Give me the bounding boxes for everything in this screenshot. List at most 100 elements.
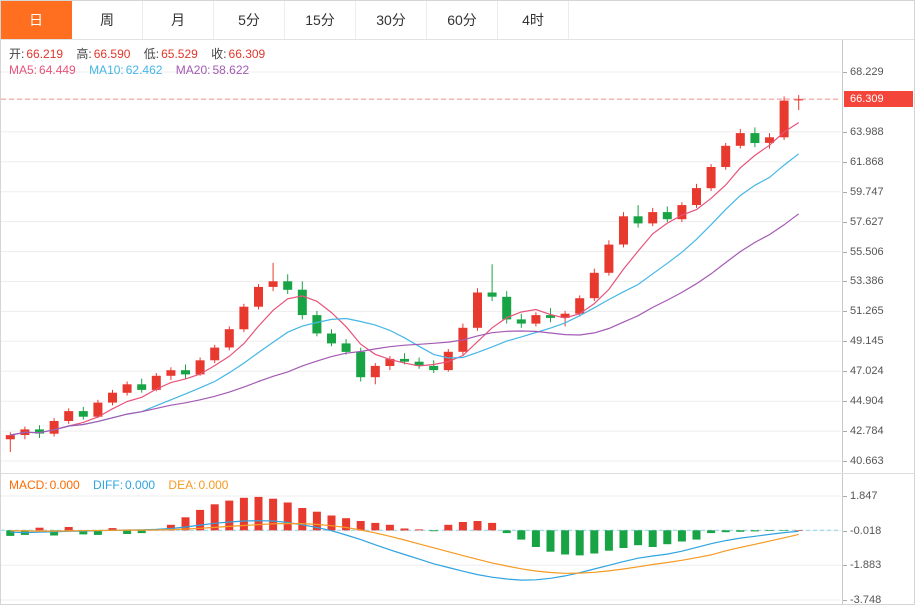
- price-axis-label: 53.386: [843, 275, 884, 288]
- low-label: 低:: [143, 47, 160, 61]
- macd-hist-bar: [298, 508, 307, 531]
- candle-body: [35, 429, 44, 434]
- macd-value: 0.000: [49, 478, 80, 492]
- macd-hist-bar: [677, 530, 686, 542]
- tab-5分[interactable]: 5分: [214, 1, 285, 39]
- ma20-value: 58.622: [212, 63, 250, 77]
- candle-body: [794, 99, 804, 101]
- macd-hist-bar: [123, 530, 132, 534]
- macd-hist-bar: [64, 527, 73, 531]
- ohlc-legend: 开: 66.219 高: 66.590 低: 65.529 收: 66.309: [9, 45, 275, 62]
- candle-body: [560, 313, 570, 318]
- macd-hist-bar: [93, 530, 102, 535]
- macd-hist-bar: [79, 530, 88, 535]
- tab-60分[interactable]: 60分: [427, 1, 498, 39]
- macd-hist-bar: [108, 528, 117, 531]
- macd-hist-bar: [371, 522, 380, 531]
- candle-body: [400, 358, 409, 362]
- candle-body: [721, 145, 731, 167]
- candle-body: [443, 351, 453, 371]
- price-axis-label: 51.265: [843, 305, 884, 318]
- macd-hist-bar: [400, 528, 409, 531]
- candle-body: [575, 298, 585, 314]
- ma20-label: MA20:: [175, 63, 211, 77]
- price-panel: [1, 40, 842, 473]
- close-label: 收:: [211, 47, 227, 61]
- macd-hist-bar: [561, 530, 570, 555]
- candle-body: [210, 347, 220, 361]
- macd-hist-bar: [488, 522, 497, 531]
- price-axis-label: 68.229: [843, 66, 884, 78]
- candle-body: [64, 411, 74, 421]
- macd-hist-bar: [517, 530, 526, 540]
- macd-axis-label: -0.018: [842, 524, 882, 537]
- macd-hist-bar: [269, 498, 278, 531]
- macd-hist-bar: [794, 530, 803, 531]
- price-axis-label: 55.506: [843, 245, 884, 258]
- candle-body: [195, 360, 205, 375]
- open-label: 开:: [9, 47, 25, 61]
- price-axis-label: 44.904: [843, 395, 884, 408]
- dea-value: 0.000: [198, 478, 229, 492]
- candle-body: [692, 188, 701, 205]
- current-price-badge: 66.309: [844, 91, 913, 108]
- candle-body: [546, 315, 555, 318]
- macd-hist-bar: [736, 530, 745, 532]
- high-label: 高:: [76, 47, 92, 61]
- candle-body: [49, 421, 59, 434]
- candle-body: [589, 272, 599, 299]
- price-axis-label: 61.868: [843, 155, 884, 168]
- price-axis-label: 57.627: [843, 215, 884, 228]
- candle-body: [283, 281, 293, 290]
- candle-body: [502, 296, 512, 320]
- candle-body: [473, 292, 482, 328]
- macd-hist-bar: [458, 522, 467, 531]
- candle-body: [327, 333, 336, 344]
- macd-hist-bar: [181, 517, 190, 531]
- candle-body: [5, 435, 15, 440]
- macd-hist-bar: [707, 530, 716, 534]
- dea-label: DEA:: [168, 478, 197, 492]
- price-axis: 68.229 63.988 61.868 59.747 57.627 55.506 53.3…: [842, 40, 914, 473]
- candle-body: [370, 365, 380, 378]
- tab-30分[interactable]: 30分: [356, 1, 427, 39]
- tab-月[interactable]: 月: [143, 1, 214, 39]
- candle-body: [633, 216, 643, 224]
- candle-body: [224, 329, 234, 348]
- macd-axis-label: 1.847: [843, 490, 878, 502]
- macd-hist-bar: [50, 530, 59, 536]
- tab-15分[interactable]: 15分: [285, 1, 356, 39]
- macd-hist-bar: [444, 524, 453, 531]
- panel-separator: [1, 473, 914, 474]
- candle-body: [779, 100, 789, 138]
- macd-hist-bar: [750, 530, 759, 532]
- tab-4时[interactable]: 4时: [498, 1, 569, 39]
- candle-body: [166, 370, 176, 376]
- candle-body: [429, 365, 439, 371]
- macd-hist-bar: [312, 511, 321, 531]
- macd-hist-bar: [35, 527, 44, 531]
- candlestick-chart: [1, 71, 841, 462]
- candle-body: [385, 358, 395, 366]
- candle-body: [750, 133, 760, 143]
- close-value: 66.309: [228, 47, 266, 61]
- price-axis-label: 63.988: [843, 125, 884, 138]
- macd-hist-bar: [239, 497, 248, 531]
- macd-hist-bar: [590, 530, 599, 554]
- price-axis-label: 40.663: [843, 455, 884, 467]
- macd-label: MACD:: [9, 478, 48, 492]
- macd-hist-bar: [254, 496, 263, 531]
- tab-周[interactable]: 周: [72, 1, 143, 39]
- macd-chart: [1, 495, 841, 601]
- candle-body: [108, 392, 117, 403]
- candle-body: [268, 281, 278, 287]
- macd-axis: 1.847 -0.018 -1.883 -3.748: [842, 474, 914, 604]
- macd-hist-bar: [634, 530, 643, 546]
- tab-日[interactable]: 日: [1, 1, 72, 39]
- macd-hist-bar: [721, 530, 730, 533]
- candle-body: [137, 384, 147, 390]
- candle-body: [516, 319, 526, 324]
- candle-body: [619, 216, 628, 245]
- candle-body: [239, 306, 249, 330]
- macd-hist-bar: [210, 504, 219, 531]
